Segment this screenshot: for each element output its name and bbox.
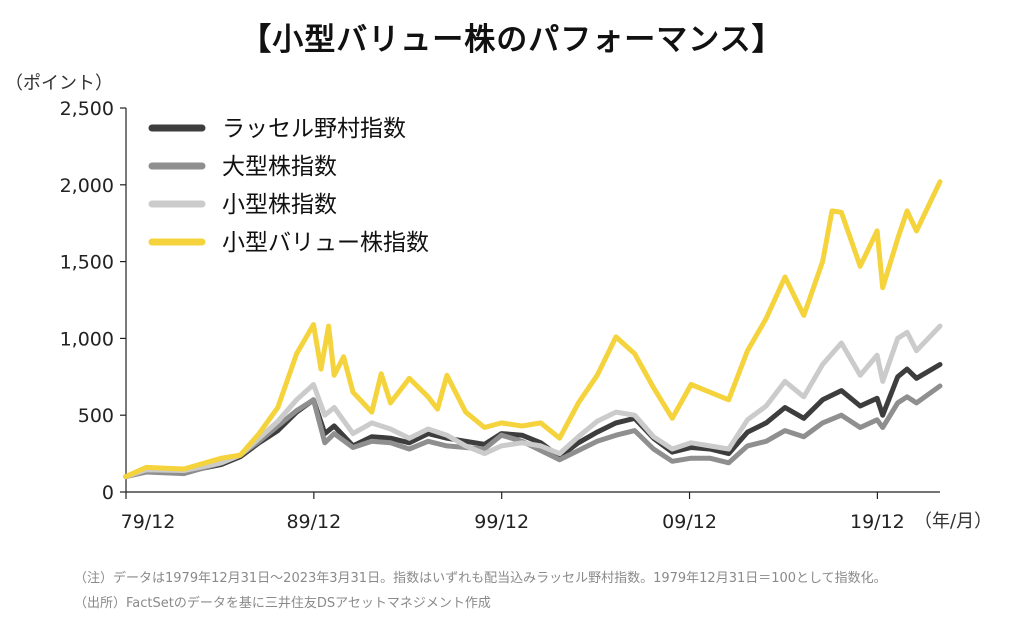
x-tick-label: 99/12 bbox=[474, 511, 529, 533]
y-tick-label: 2,000 bbox=[60, 175, 114, 197]
y-ticks: 0 500 1,000 1,500 2,000 2,500 bbox=[60, 98, 126, 504]
legend-label: 大型株指数 bbox=[222, 154, 337, 180]
y-tick-label: 500 bbox=[78, 405, 114, 427]
series-line-4 bbox=[123, 179, 943, 480]
note-text: （注）データは1979年12月31日〜2023年3月31日。指数はいずれも配当込… bbox=[74, 571, 887, 586]
series-line-2 bbox=[123, 383, 943, 480]
x-ticks: 79/12 89/12 99/12 09/12 19/12 bbox=[121, 492, 905, 533]
x-tick-label: 79/12 bbox=[121, 511, 176, 533]
legend-label: 小型バリュー株指数 bbox=[222, 230, 429, 256]
series-line-3 bbox=[123, 323, 943, 480]
series-line-1 bbox=[123, 362, 943, 480]
y-tick-label: 0 bbox=[102, 482, 114, 504]
axes bbox=[125, 108, 940, 493]
y-tick-label: 1,500 bbox=[60, 252, 114, 274]
legend-label: ラッセル野村指数 bbox=[222, 116, 406, 142]
x-tick-label: 09/12 bbox=[662, 511, 717, 533]
x-tick-label: 19/12 bbox=[850, 511, 905, 533]
x-unit-label: （年/月） bbox=[914, 511, 992, 532]
x-tick-label: 89/12 bbox=[286, 511, 341, 533]
series-lines bbox=[123, 179, 943, 480]
chart-title: 【小型バリュー株のパフォーマンス】 bbox=[240, 22, 784, 58]
legend-label: 小型株指数 bbox=[222, 192, 337, 218]
y-tick-label: 2,500 bbox=[60, 98, 114, 120]
source-text: （出所）FactSetのデータを基に三井住友DSアセットマネジメント作成 bbox=[74, 596, 491, 611]
y-tick-label: 1,000 bbox=[60, 328, 114, 350]
y-unit-label: （ポイント） bbox=[5, 73, 113, 94]
